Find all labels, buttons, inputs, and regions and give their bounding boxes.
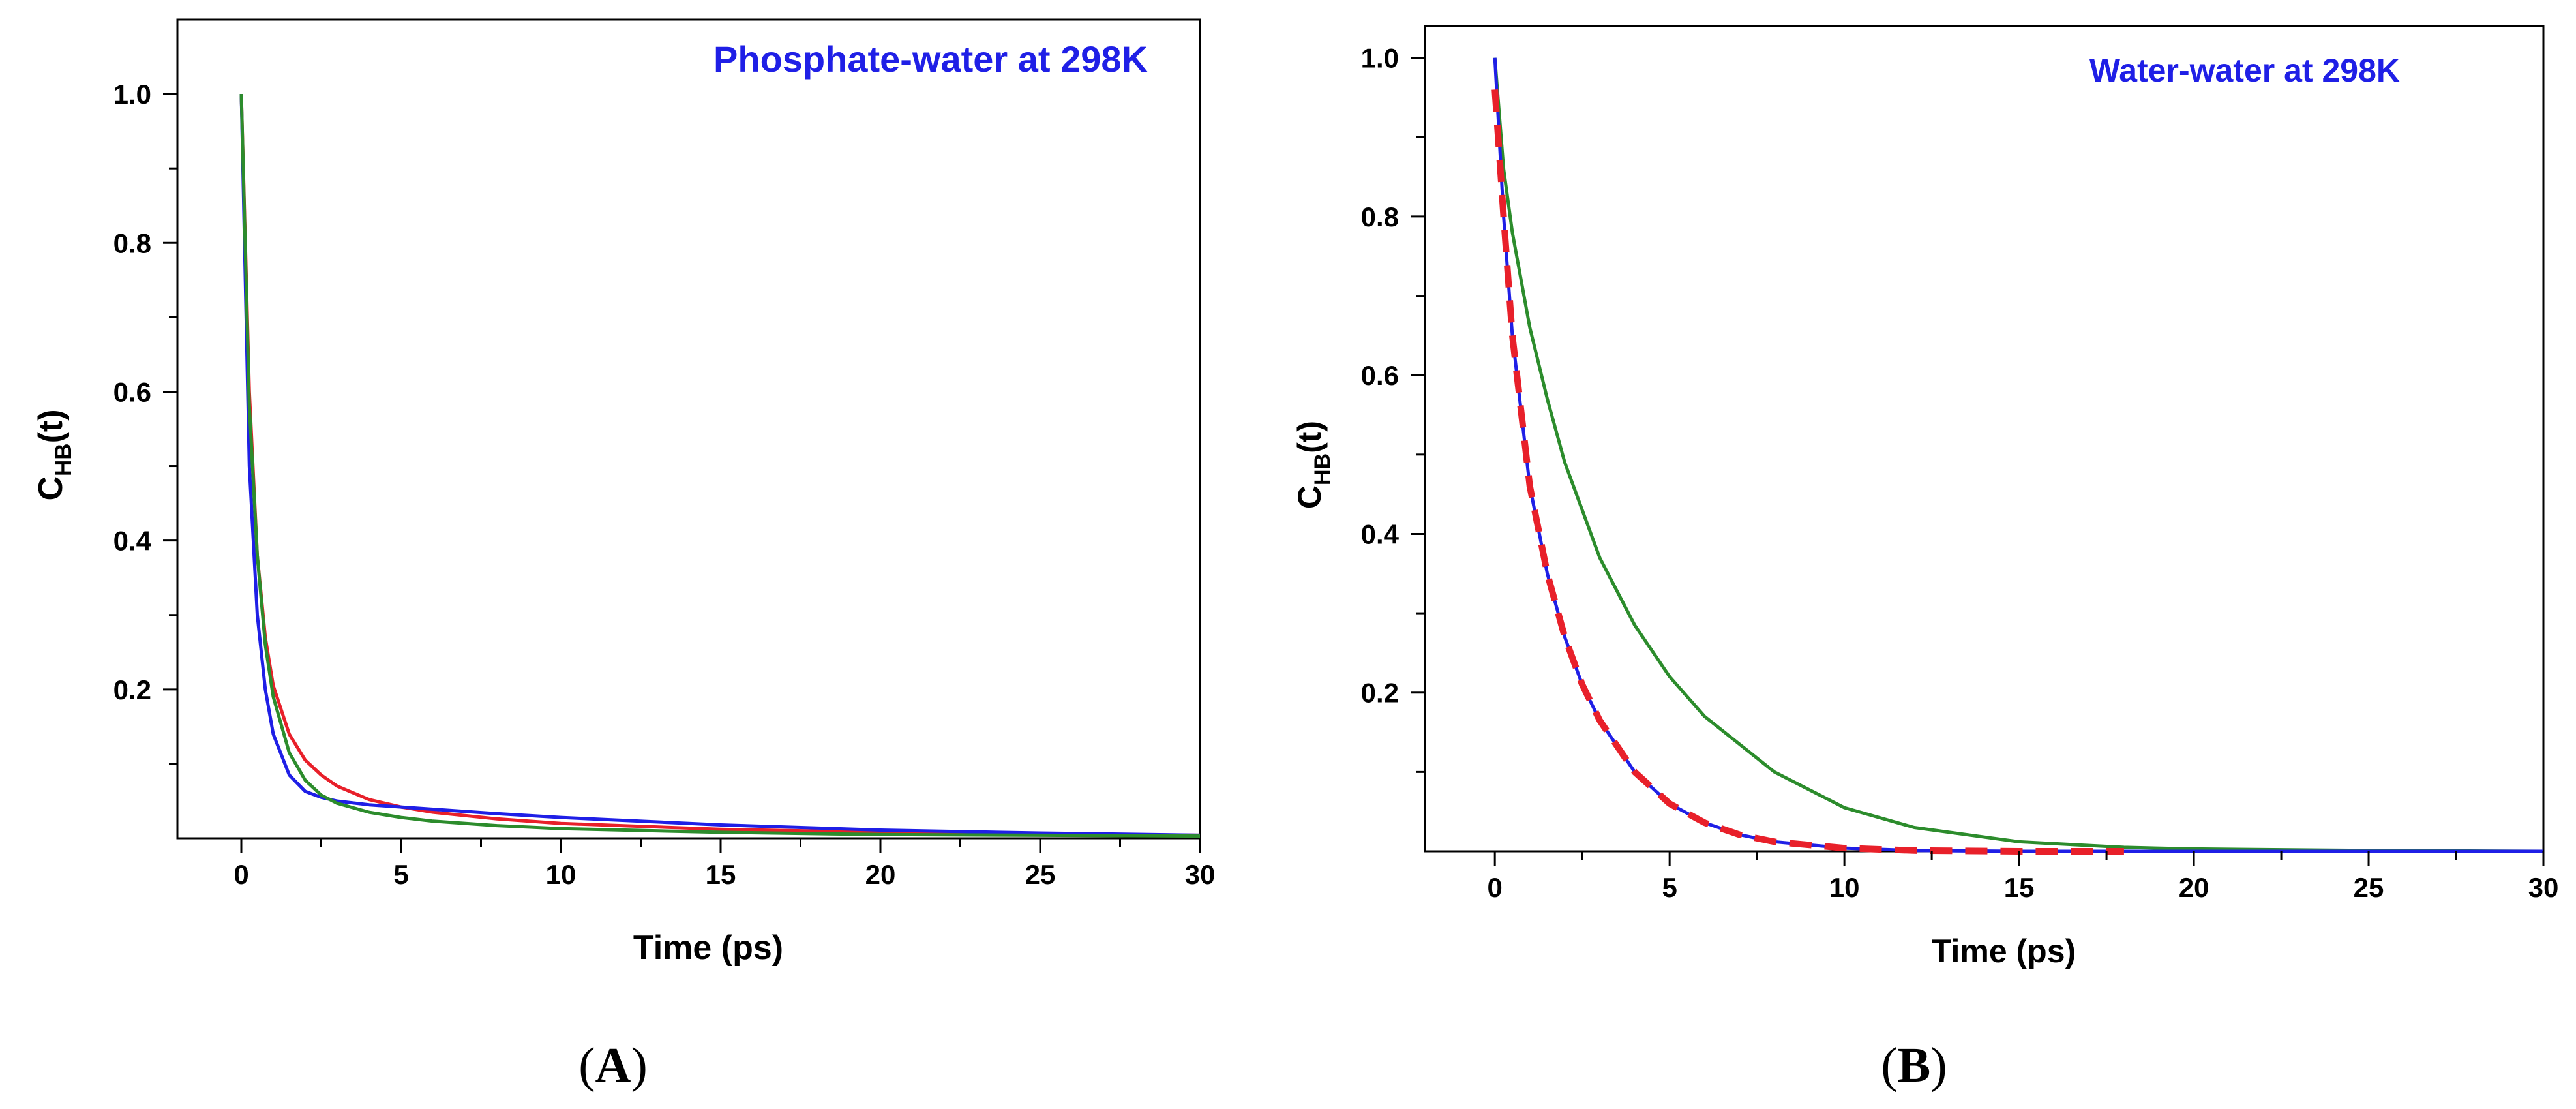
series-line-blue [1493, 57, 2543, 853]
x-tick-label: 30 [2528, 872, 2559, 903]
series-line-red [1491, 89, 2124, 855]
x-axis-label: Time (ps) [1932, 933, 2076, 969]
y-tick-label: 0.2 [1361, 678, 1399, 708]
x-tick-label: 10 [1829, 872, 1860, 903]
series-line-blue [239, 94, 1201, 837]
x-tick-label: 25 [2354, 872, 2384, 903]
x-tick-label: 0 [1488, 872, 1503, 903]
x-axis-label: Time (ps) [633, 929, 783, 967]
y-tick-label: 1.0 [113, 79, 151, 110]
plot-frame [176, 18, 1201, 840]
x-tick-label: 15 [2004, 872, 2035, 903]
x-tick-label: 10 [546, 859, 577, 890]
y-axis-label-main: C [1291, 485, 1328, 509]
y-axis-label: CHB(t) [1291, 421, 1335, 509]
y-tick-label: 0.8 [1361, 202, 1399, 232]
chart-title: Phosphate-water at 298K [713, 38, 1148, 80]
y-tick-label: 0.4 [113, 526, 152, 556]
y-axis-label-tail: (t) [1291, 421, 1328, 453]
panel-label-a: (A) [578, 1038, 648, 1093]
x-tick-label: 5 [1662, 872, 1677, 903]
plot-frame [1424, 25, 2545, 853]
series-line-green [239, 94, 1201, 838]
y-tick-label: 0.8 [113, 228, 151, 258]
y-tick-label: 0.2 [113, 675, 151, 705]
series-line-green [1493, 57, 2544, 853]
series-line-red [239, 94, 1201, 837]
panel-label-b: (B) [1881, 1038, 1947, 1093]
y-axis-label-sub: HB [51, 443, 76, 476]
chart-b: 0 5 10 15 20 25 30 0.2 0.4 0.6 0.8 1.0 Water-water a… [1291, 25, 2559, 969]
chart-title: Water-water at 298K [2089, 52, 2400, 89]
x-tick-label: 20 [2179, 872, 2209, 903]
x-tick-label: 15 [706, 859, 736, 890]
y-tick-label: 0.4 [1361, 519, 1400, 549]
y-tick-label: 0.6 [113, 376, 151, 407]
x-tick-label: 20 [865, 859, 896, 890]
x-tick-label: 0 [233, 859, 248, 890]
y-axis-label: CHB(t) [32, 409, 76, 500]
y-tick-label: 0.6 [1361, 360, 1399, 391]
chart-a: 0 5 10 15 20 25 30 0.2 0.4 0.6 0.8 1.0 Phosphate-wat… [32, 18, 1216, 967]
y-axis-label-tail: (t) [32, 409, 70, 443]
x-tick-label: 5 [393, 859, 408, 890]
x-tick-label: 25 [1025, 859, 1056, 890]
y-axis-label-main: C [32, 476, 70, 501]
y-tick-label: 1.0 [1361, 43, 1399, 74]
y-axis-label-sub: HB [1310, 453, 1335, 485]
x-tick-label: 30 [1185, 859, 1216, 890]
